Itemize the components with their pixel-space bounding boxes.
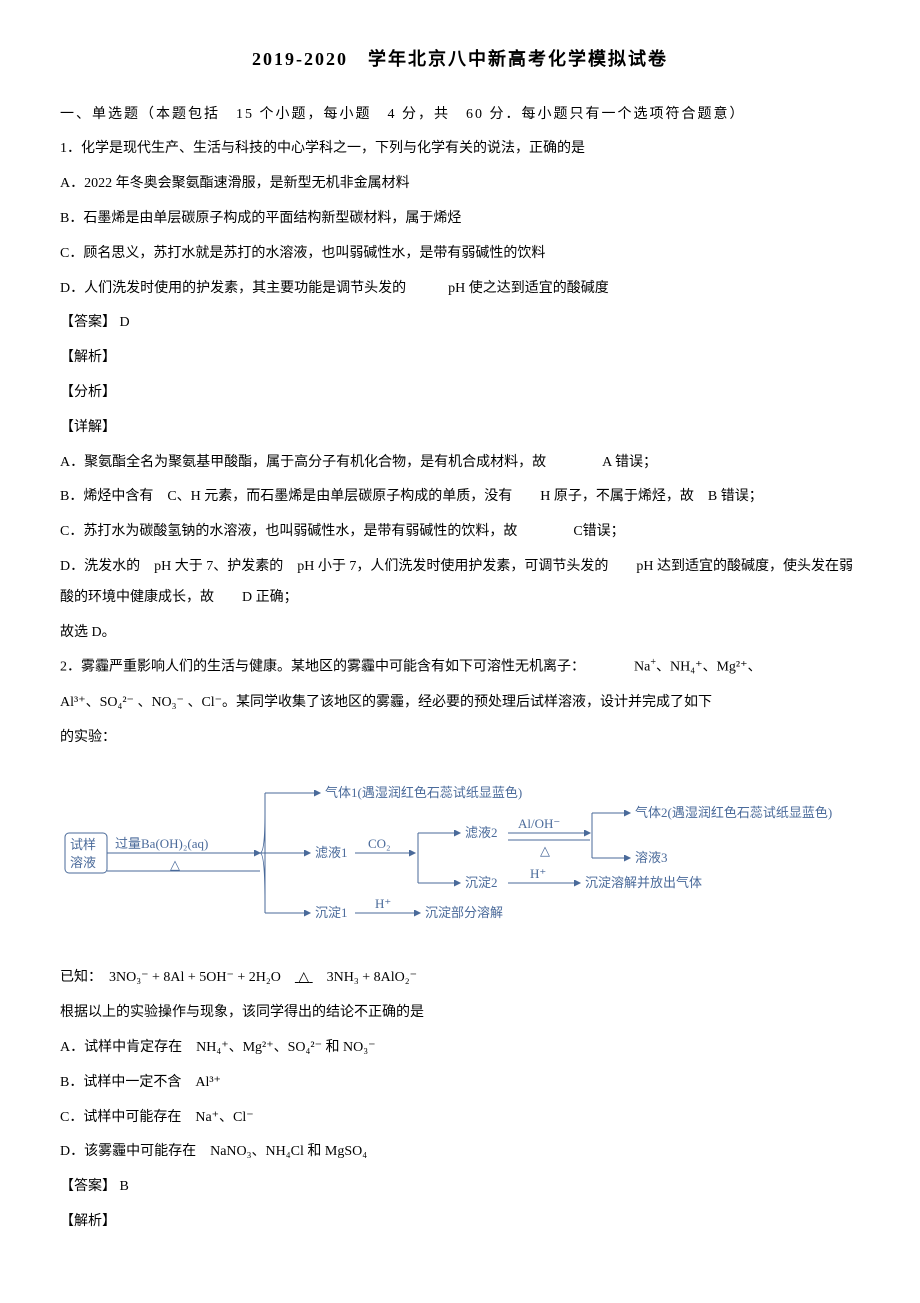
q1-option-d: D．人们洗发时使用的护发素，其主要功能是调节头发的 pH 使之达到适宜的酸碱度 [60, 274, 860, 305]
q1-stem: 1．化学是现代生产、生活与科技的中心学科之一，下列与化学有关的说法，正确的是 [60, 134, 860, 165]
diagram-gas1: 气体1(遇湿润红色石蕊试纸显蓝色) [325, 785, 522, 800]
diagram-hplus1: H⁺ [375, 896, 391, 911]
q2-stem-sep: 、 [656, 660, 670, 675]
diagram-precip2-result: 沉淀溶解并放出气体 [585, 875, 702, 890]
q2-known-post: 3NH₃ + 8AlO₂⁻ [313, 970, 417, 985]
diagram-co2: CO₂ [368, 836, 391, 851]
q1-answer: 【答案】 D [60, 308, 860, 339]
diagram-gas2: 气体2(遇湿润红色石蕊试纸显蓝色) [635, 805, 832, 820]
q2-known: 已知： 3NO₃⁻ + 8Al + 5OH⁻ + 2H₂O △ 3NH₃ + 8… [60, 963, 860, 994]
diagram-filtrate1: 滤液1 [315, 845, 348, 860]
q1-guxuan: 故选 D。 [60, 618, 860, 649]
q2-stem-line1: 2．雾霾严重影响人们的生活与健康。某地区的雾霾中可能含有如下可溶性无机离子： N… [60, 652, 860, 683]
diagram-sample-l2: 溶液 [70, 855, 96, 870]
diagram-hplus2: H⁺ [530, 866, 546, 881]
experiment-diagram: 试样 溶液 过量Ba(OH)₂(aq) △ 气体1(遇湿润红色石蕊试纸显蓝色) … [60, 763, 860, 943]
q2-conclusion: 根据以上的实验操作与现象，该同学得出的结论不正确的是 [60, 998, 860, 1029]
q2-option-b: B．试样中一定不含 Al³⁺ [60, 1068, 860, 1099]
page-title: 2019-2020 学年北京八中新高考化学模拟试卷 [60, 40, 860, 80]
q1-exp-a: A．聚氨酯全名为聚氨基甲酸酯，属于高分子有机化合物，是有机合成材料，故 A 错误… [60, 448, 860, 479]
diagram-aloh: Al/OH⁻ [518, 816, 560, 831]
q2-jiexi: 【解析】 [60, 1207, 860, 1238]
q1-option-b: B．石墨烯是由单层碳原子构成的平面结构新型碳材料，属于烯烃 [60, 204, 860, 235]
q2-known-pre: 已知： 3NO₃⁻ + 8Al + 5OH⁻ + 2H₂O [60, 970, 295, 985]
q1-fenxi: 【分析】 [60, 378, 860, 409]
diagram-sol3: 溶液3 [635, 850, 668, 865]
diagram-tri2: △ [540, 843, 550, 858]
section-header: 一、单选题（本题包括 15 个小题，每小题 4 分，共 60 分．每小题只有一个… [60, 100, 860, 131]
q2-option-c: C．试样中可能存在 Na⁺、Cl⁻ [60, 1103, 860, 1134]
diagram-precip1-result: 沉淀部分溶解 [425, 905, 503, 920]
diagram-tri1: △ [170, 857, 180, 872]
q2-stem-line3: 的实验： [60, 723, 860, 754]
q2-option-a: A．试样中肯定存在 NH₄⁺、Mg²⁺、SO₄²⁻ 和 NO₃⁻ [60, 1033, 860, 1064]
q1-exp-c: C．苏打水为碳酸氢钠的水溶液，也叫弱碱性水，是带有弱碱性的饮料，故 C错误； [60, 517, 860, 548]
diagram-precip1: 沉淀1 [315, 905, 348, 920]
diagram-precip2: 沉淀2 [465, 875, 498, 890]
diagram-sample-l1: 试样 [70, 837, 96, 852]
q2-stem-line2: Al³⁺、SO₄²⁻ 、NO₃⁻ 、Cl⁻。某同学收集了该地区的雾霾，经必要的预… [60, 688, 860, 719]
diagram-filtrate2: 滤液2 [465, 825, 498, 840]
q2-answer: 【答案】 B [60, 1172, 860, 1203]
q1-jiexi: 【解析】 [60, 343, 860, 374]
q1-option-c: C．顾名思义，苏打水就是苏打的水溶液，也叫弱碱性水，是带有弱碱性的饮料 [60, 239, 860, 270]
q1-xiangjie: 【详解】 [60, 413, 860, 444]
q1-exp-d: D．洗发水的 pH 大于 7、护发素的 pH 小于 7，人们洗发时使用护发素，可… [60, 552, 860, 614]
q2-ions: NH₄⁺、Mg²⁺、 [670, 660, 762, 675]
q1-exp-b: B．烯烃中含有 C、H 元素，而石墨烯是由单层碳原子构成的单质，没有 H 原子，… [60, 482, 860, 513]
q1-option-a: A．2022 年冬奥会聚氨酯速滑服，是新型无机非金属材料 [60, 169, 860, 200]
q2-known-tri: △ [295, 970, 313, 985]
q2-stem-pre: 2．雾霾严重影响人们的生活与健康。某地区的雾霾中可能含有如下可溶性无机离子： N… [60, 660, 650, 675]
q2-option-d: D．该雾霾中可能存在 NaNO₃、NH₄Cl 和 MgSO₄ [60, 1137, 860, 1168]
diagram-reagent1: 过量Ba(OH)₂(aq) [115, 836, 208, 851]
